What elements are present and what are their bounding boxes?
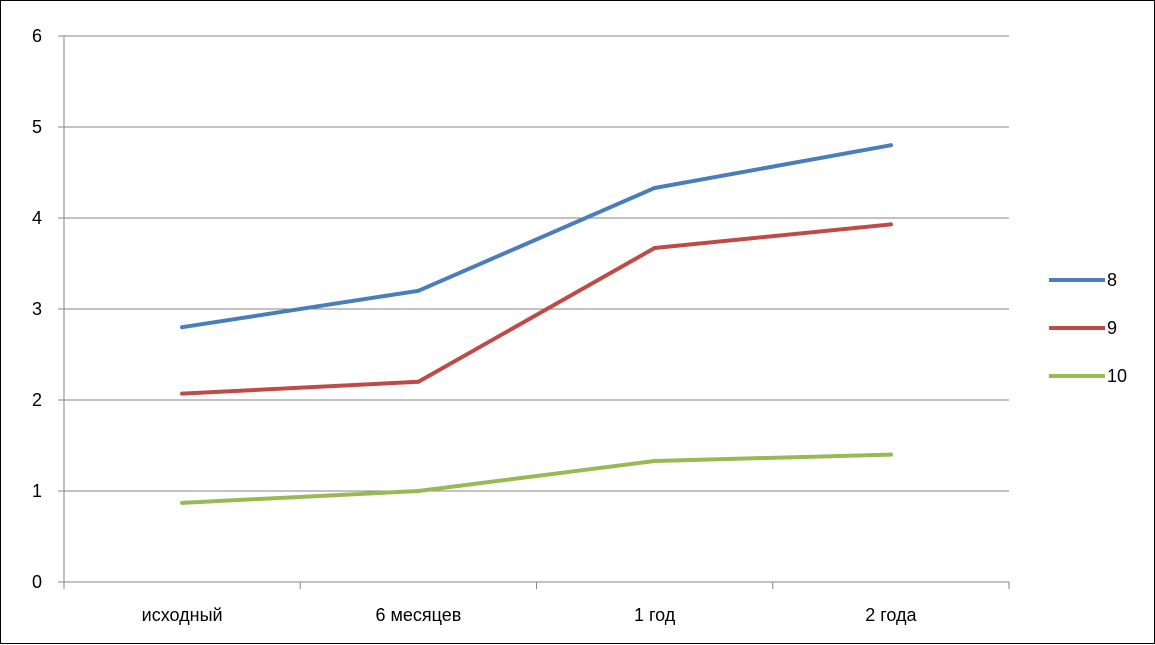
- y-tick-label-6: 6: [32, 26, 42, 46]
- data-point-10-1: [416, 489, 421, 493]
- data-point-10-0: [180, 500, 185, 505]
- data-point-8-0: [180, 325, 185, 330]
- data-point-8-1: [416, 288, 421, 293]
- y-tick-label-2: 2: [32, 390, 42, 410]
- data-point-8-3: [888, 143, 893, 148]
- series-line-10: [180, 452, 893, 505]
- x-tick-label-0: исходный: [142, 605, 223, 625]
- y-tick-label-4: 4: [32, 208, 42, 228]
- x-tick-label-2: 1 год: [634, 605, 676, 625]
- data-point-9-3: [888, 222, 893, 227]
- data-point-9-2: [652, 246, 657, 251]
- series-line-9: [180, 222, 893, 396]
- legend-label-9: 9: [1107, 318, 1117, 338]
- data-point-10-2: [652, 458, 657, 463]
- data-point-10-3: [888, 452, 893, 457]
- data-point-9-1: [416, 379, 421, 384]
- x-tick-label-1: 6 месяцев: [375, 605, 461, 625]
- legend-label-8: 8: [1107, 270, 1117, 290]
- y-tick-label-5: 5: [32, 117, 42, 137]
- x-tick-label-3: 2 года: [865, 605, 917, 625]
- data-point-8-2: [652, 185, 657, 190]
- series-line-8: [180, 143, 893, 330]
- y-tick-label-0: 0: [32, 572, 42, 592]
- legend-label-10: 10: [1107, 366, 1127, 386]
- y-tick-label-1: 1: [32, 481, 42, 501]
- data-point-9-0: [180, 391, 185, 396]
- y-tick-label-3: 3: [32, 299, 42, 319]
